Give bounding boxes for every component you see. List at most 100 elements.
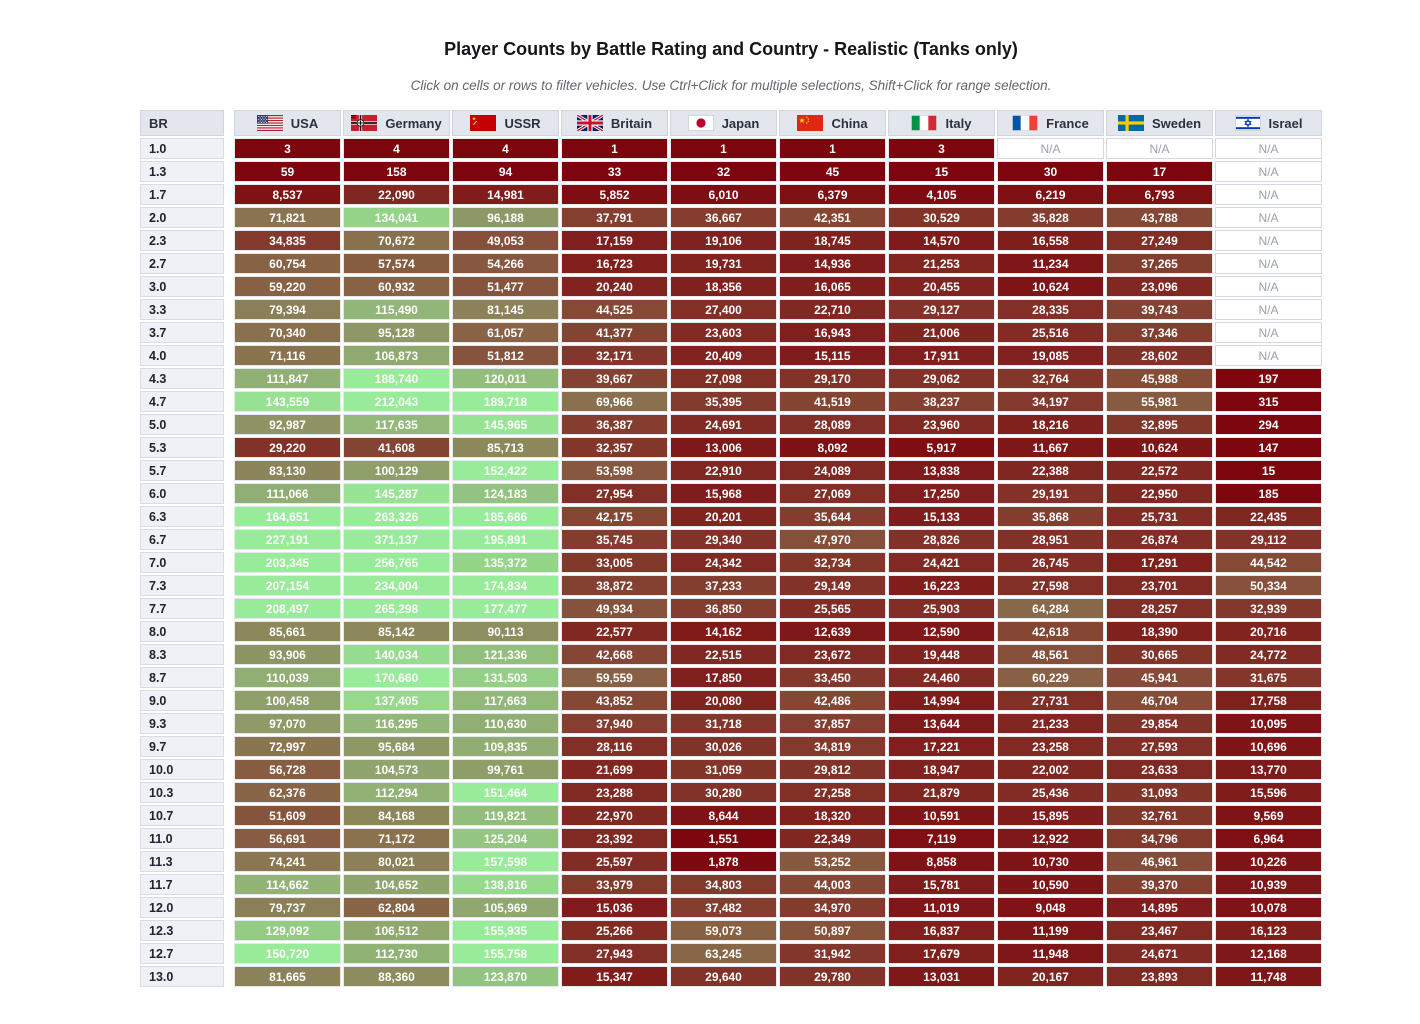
player-count-cell[interactable]: 29,340	[670, 529, 777, 550]
player-count-cell[interactable]: 121,336	[452, 644, 559, 665]
br-row-label[interactable]: 3.3	[140, 299, 224, 320]
player-count-cell[interactable]: 188,740	[343, 368, 450, 389]
player-count-cell[interactable]: 11,019	[888, 897, 995, 918]
player-count-cell[interactable]: 17,911	[888, 345, 995, 366]
player-count-cell[interactable]: 112,730	[343, 943, 450, 964]
player-count-cell[interactable]: 85,713	[452, 437, 559, 458]
player-count-cell[interactable]: 15,347	[561, 966, 668, 987]
player-count-cell[interactable]: 23,960	[888, 414, 995, 435]
player-count-cell[interactable]: 20,080	[670, 690, 777, 711]
player-count-cell[interactable]: 189,718	[452, 391, 559, 412]
player-count-cell[interactable]: 151,464	[452, 782, 559, 803]
player-count-cell[interactable]: 123,870	[452, 966, 559, 987]
player-count-cell[interactable]: 18,356	[670, 276, 777, 297]
player-count-cell[interactable]: 31,942	[779, 943, 886, 964]
player-count-cell[interactable]: 256,765	[343, 552, 450, 573]
player-count-cell[interactable]: 34,796	[1106, 828, 1213, 849]
player-count-cell[interactable]: 115,490	[343, 299, 450, 320]
player-count-cell[interactable]: 57,574	[343, 253, 450, 274]
player-count-cell[interactable]: 24,421	[888, 552, 995, 573]
player-count-cell[interactable]: 62,376	[234, 782, 341, 803]
player-count-cell[interactable]: 34,803	[670, 874, 777, 895]
player-count-cell[interactable]: 10,939	[1215, 874, 1322, 895]
player-count-cell[interactable]: 14,994	[888, 690, 995, 711]
player-count-cell[interactable]: 23,467	[1106, 920, 1213, 941]
player-count-cell[interactable]: 21,233	[997, 713, 1104, 734]
player-count-cell[interactable]: 88,360	[343, 966, 450, 987]
player-count-cell[interactable]: 28,116	[561, 736, 668, 757]
player-count-cell[interactable]: 49,053	[452, 230, 559, 251]
player-count-cell[interactable]: 26,745	[997, 552, 1104, 573]
player-count-cell[interactable]: 42,668	[561, 644, 668, 665]
player-count-cell[interactable]: 10,696	[1215, 736, 1322, 757]
br-row-label[interactable]: 8.0	[140, 621, 224, 642]
player-count-cell[interactable]: 12,639	[779, 621, 886, 642]
player-count-cell[interactable]: 8,092	[779, 437, 886, 458]
player-count-cell[interactable]: 70,340	[234, 322, 341, 343]
player-count-cell[interactable]: 27,943	[561, 943, 668, 964]
player-count-cell[interactable]: 25,903	[888, 598, 995, 619]
player-count-cell[interactable]: 37,346	[1106, 322, 1213, 343]
player-count-cell[interactable]: 17,758	[1215, 690, 1322, 711]
player-count-cell[interactable]: 22,515	[670, 644, 777, 665]
player-count-cell[interactable]: 227,191	[234, 529, 341, 550]
player-count-cell[interactable]: 4	[343, 138, 450, 159]
player-count-cell[interactable]: 46,961	[1106, 851, 1213, 872]
player-count-cell[interactable]: 16,723	[561, 253, 668, 274]
player-count-cell[interactable]: 117,635	[343, 414, 450, 435]
player-count-cell[interactable]: 23,288	[561, 782, 668, 803]
player-count-cell[interactable]: 35,644	[779, 506, 886, 527]
player-count-cell[interactable]: 54,266	[452, 253, 559, 274]
player-count-cell[interactable]: 97,070	[234, 713, 341, 734]
player-count-cell[interactable]: 71,821	[234, 207, 341, 228]
player-count-cell[interactable]: 14,570	[888, 230, 995, 251]
player-count-cell[interactable]: 21,699	[561, 759, 668, 780]
column-header-germany[interactable]: Germany	[343, 110, 450, 136]
br-row-label[interactable]: 1.3	[140, 161, 224, 182]
player-count-cell[interactable]: 25,266	[561, 920, 668, 941]
player-count-cell[interactable]: 37,857	[779, 713, 886, 734]
br-row-label[interactable]: 10.3	[140, 782, 224, 803]
player-count-cell[interactable]: 42,351	[779, 207, 886, 228]
player-count-cell[interactable]: 10,624	[1106, 437, 1213, 458]
player-count-cell[interactable]: 33,979	[561, 874, 668, 895]
player-count-cell[interactable]: 125,204	[452, 828, 559, 849]
player-count-cell[interactable]: 27,400	[670, 299, 777, 320]
player-count-cell[interactable]: 29,127	[888, 299, 995, 320]
player-count-cell[interactable]: 34,835	[234, 230, 341, 251]
br-row-label[interactable]: 5.7	[140, 460, 224, 481]
player-count-cell[interactable]: 155,758	[452, 943, 559, 964]
player-count-cell[interactable]: 30	[997, 161, 1104, 182]
br-row-label[interactable]: 13.0	[140, 966, 224, 987]
br-row-label[interactable]: 2.3	[140, 230, 224, 251]
br-row-label[interactable]: 1.0	[140, 138, 224, 159]
player-count-cell[interactable]: 45,988	[1106, 368, 1213, 389]
player-count-cell[interactable]: 104,573	[343, 759, 450, 780]
player-count-cell[interactable]: 18,947	[888, 759, 995, 780]
player-count-cell[interactable]: 33,450	[779, 667, 886, 688]
player-count-cell[interactable]: 32	[670, 161, 777, 182]
player-count-cell[interactable]: 131,503	[452, 667, 559, 688]
player-count-cell[interactable]: 64,284	[997, 598, 1104, 619]
player-count-cell[interactable]: 36,667	[670, 207, 777, 228]
player-count-cell[interactable]: 8,858	[888, 851, 995, 872]
player-count-cell[interactable]: 265,298	[343, 598, 450, 619]
player-count-cell[interactable]: 19,731	[670, 253, 777, 274]
player-count-cell[interactable]: 51,609	[234, 805, 341, 826]
player-count-cell[interactable]: 94	[452, 161, 559, 182]
player-count-cell[interactable]: 32,357	[561, 437, 668, 458]
player-count-cell[interactable]: 100,129	[343, 460, 450, 481]
player-count-cell[interactable]: 16,065	[779, 276, 886, 297]
player-count-cell[interactable]: 15,036	[561, 897, 668, 918]
player-count-cell[interactable]: 15,596	[1215, 782, 1322, 803]
player-count-cell[interactable]: 29,191	[997, 483, 1104, 504]
player-count-cell[interactable]: 95,684	[343, 736, 450, 757]
player-count-cell[interactable]: 14,162	[670, 621, 777, 642]
player-count-cell[interactable]: 13,770	[1215, 759, 1322, 780]
player-count-cell[interactable]: 80,021	[343, 851, 450, 872]
br-row-label[interactable]: 2.7	[140, 253, 224, 274]
player-count-cell[interactable]: 56,728	[234, 759, 341, 780]
player-count-cell[interactable]: 14,895	[1106, 897, 1213, 918]
player-count-cell[interactable]: 6,793	[1106, 184, 1213, 205]
player-count-cell[interactable]: 32,171	[561, 345, 668, 366]
